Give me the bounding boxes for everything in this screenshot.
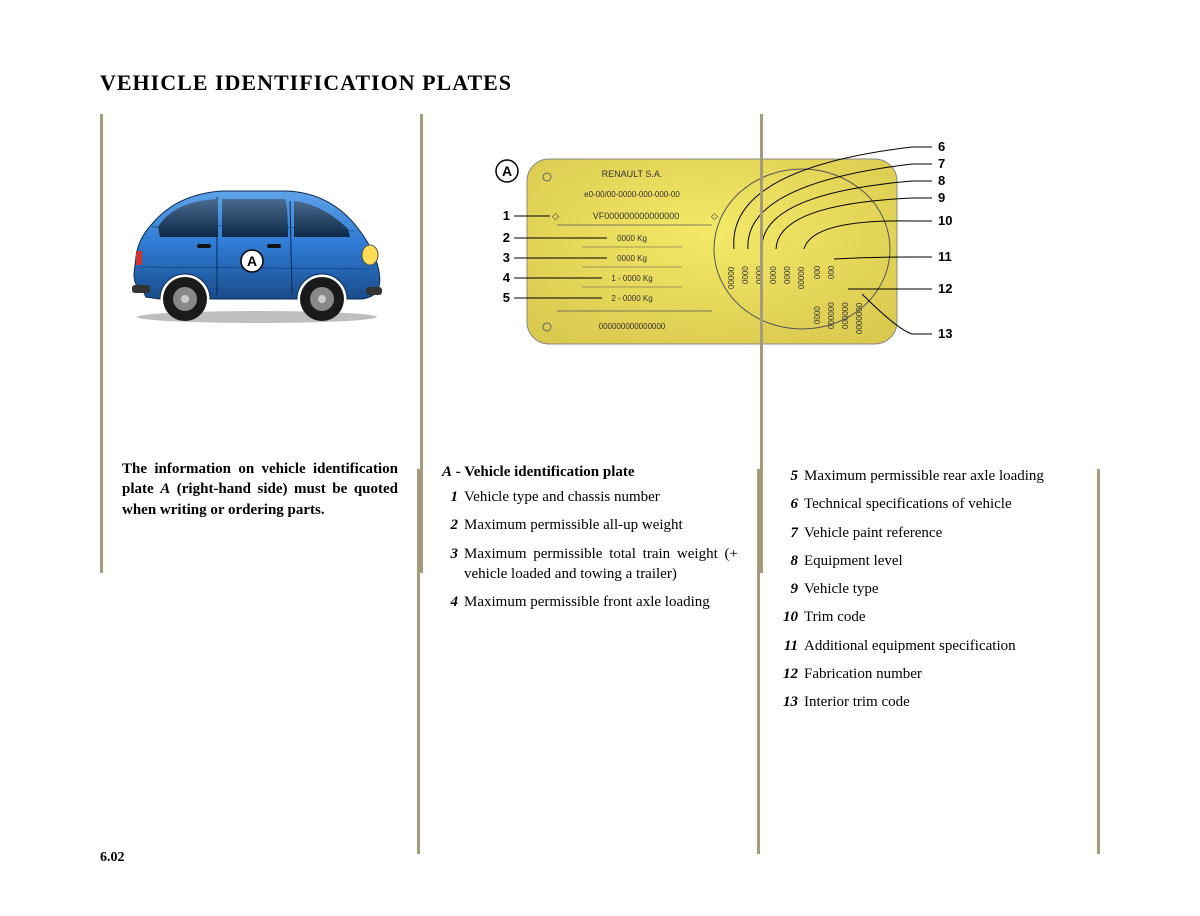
plate-heading-sep: - [452, 464, 464, 480]
left-label: 5 [503, 290, 510, 305]
list-text: Additional equipment specification [804, 636, 1078, 656]
list-text: Maximum permissible all-up weight [464, 515, 738, 535]
list-num: 7 [782, 523, 804, 543]
list-text: Fabrication number [804, 664, 1078, 684]
oval-col: 00000 [727, 266, 736, 289]
car-front-bumper [366, 287, 382, 295]
list-item: 4 Maximum permissible front axle loading [442, 592, 738, 612]
list-col2: 1 Vehicle type and chassis number 2 Maxi… [442, 487, 738, 612]
list-item: 1 Vehicle type and chassis number [442, 487, 738, 507]
plate-heading: A - Vehicle identification plate [442, 464, 738, 481]
page-number: 6.02 [100, 850, 125, 866]
left-label: 1 [503, 208, 510, 223]
car-side-window [222, 199, 288, 237]
list-num: 9 [782, 579, 804, 599]
plate-heading-text: Vehicle identification plate [464, 464, 634, 480]
col-divider [100, 114, 103, 573]
list-num: 4 [442, 592, 464, 612]
col-divider [420, 114, 423, 573]
list-num: 2 [442, 515, 464, 535]
car-illustration: A [122, 179, 392, 329]
list-item: 11 Additional equipment specification [782, 636, 1078, 656]
list-item: 10 Trim code [782, 607, 1078, 627]
list-num: 11 [782, 636, 804, 656]
list-num: 13 [782, 692, 804, 712]
list-text: Maximum permissible rear axle loading [804, 466, 1078, 486]
list-text: Equipment level [804, 551, 1078, 571]
car-marker-label: A [247, 253, 257, 269]
list-num: 5 [782, 466, 804, 486]
car-rear-hub [181, 295, 189, 303]
column-2: RENAULT S.A. e0-00/00-0000-000-000-00 ◇ … [420, 114, 760, 854]
col-divider [760, 114, 763, 573]
list-num: 12 [782, 664, 804, 684]
list-item: 3 Maximum permissible total train weight… [442, 544, 738, 585]
list-item: 6 Technical specifications of vehicle [782, 494, 1078, 514]
plate-diamond-r: ◇ [711, 211, 718, 221]
car-headlight [362, 245, 378, 265]
manual-page: VEHICLE IDENTIFICATION PLATES [0, 0, 1200, 916]
intro-text: The information on vehicle identificatio… [122, 459, 398, 520]
list-num: 8 [782, 551, 804, 571]
list-item: 8 Equipment level [782, 551, 1078, 571]
car-handle-1 [267, 244, 281, 248]
column-container: A The information on vehicle identificat… [100, 114, 1100, 854]
list-item: 5 Maximum permissible rear axle loading [782, 466, 1078, 486]
col-divider-right [1097, 469, 1100, 854]
plate-vin: VF000000000000000 [593, 211, 680, 221]
intro-plate-ref: A [160, 481, 170, 497]
list-text: Interior trim code [804, 692, 1078, 712]
list-text: Vehicle paint reference [804, 523, 1078, 543]
left-label: 2 [503, 230, 510, 245]
plate-heading-ref: A [442, 464, 452, 480]
list-item: 12 Fabrication number [782, 664, 1078, 684]
car-front-hub [318, 295, 326, 303]
column-1: A The information on vehicle identificat… [100, 114, 420, 854]
plate-bottom: 000000000000000 [599, 322, 666, 331]
list-item: 9 Vehicle type [782, 579, 1078, 599]
list-text: Vehicle type [804, 579, 1078, 599]
car-handle-2 [197, 244, 211, 248]
list-text: Technical specifications of vehicle [804, 494, 1078, 514]
list-num: 10 [782, 607, 804, 627]
car-taillight [136, 251, 142, 265]
oval-col: 0000 [741, 266, 750, 284]
plate-w4: 2 - 0000 Kg [611, 294, 652, 303]
list-num: 3 [442, 544, 464, 585]
left-label: 4 [503, 270, 511, 285]
col-divider-top [760, 114, 763, 117]
list-item: 13 Interior trim code [782, 692, 1078, 712]
plate-w3: 1 - 0000 Kg [611, 274, 652, 283]
list-text: Maximum permissible front axle loading [464, 592, 738, 612]
plate-marker-label: A [502, 163, 512, 179]
car-rear-window [158, 199, 218, 237]
plate-w2: 0000 Kg [617, 254, 647, 263]
list-col3: 5 Maximum permissible rear axle loading … [782, 466, 1078, 712]
plate-mfr: RENAULT S.A. [602, 169, 663, 179]
list-num: 1 [442, 487, 464, 507]
list-item: 7 Vehicle paint reference [782, 523, 1078, 543]
car-rear-bumper [132, 285, 150, 293]
col-divider-top [420, 114, 423, 117]
car-svg: A [122, 179, 392, 329]
plate-diamond-l: ◇ [552, 211, 559, 221]
list-text: Trim code [804, 607, 1078, 627]
left-label: 3 [503, 250, 510, 265]
list-text: Vehicle type and chassis number [464, 487, 738, 507]
list-num: 6 [782, 494, 804, 514]
list-text: Maximum permissible total train weight (… [464, 544, 738, 585]
col-divider-top [100, 114, 103, 117]
page-title: VEHICLE IDENTIFICATION PLATES [100, 70, 1100, 96]
plate-approval: e0-00/00-0000-000-000-00 [584, 190, 680, 199]
plate-w1: 0000 Kg [617, 234, 647, 243]
column-3: 5 Maximum permissible rear axle loading … [760, 114, 1100, 854]
list-item: 2 Maximum permissible all-up weight [442, 515, 738, 535]
